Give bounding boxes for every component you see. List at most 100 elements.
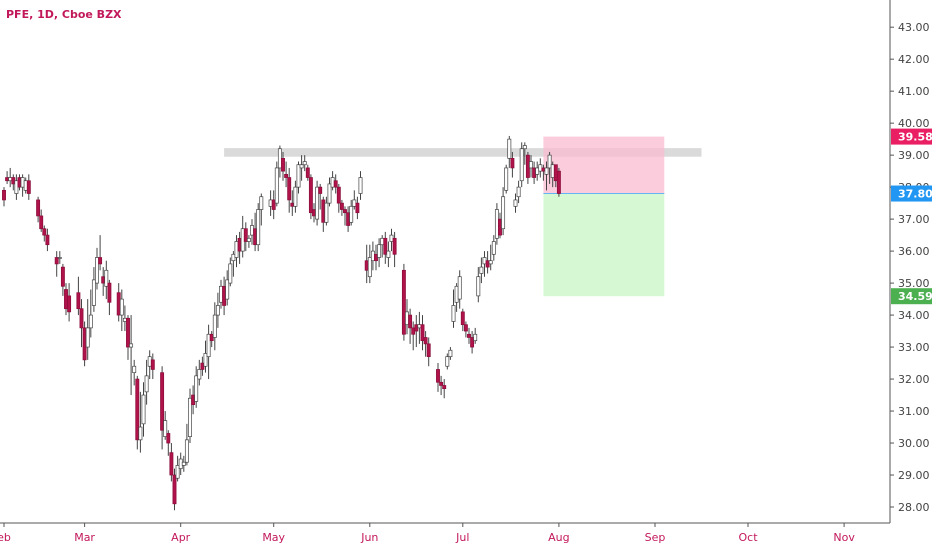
- candle: [556, 167, 561, 197]
- candle: [17, 174, 22, 191]
- candle-body: [237, 237, 242, 252]
- candle-body: [175, 465, 180, 479]
- candle: [370, 241, 375, 271]
- candle: [507, 135, 512, 168]
- candle: [268, 190, 273, 216]
- candle: [212, 302, 217, 351]
- candle-body: [166, 433, 171, 444]
- candle-body: [352, 199, 357, 207]
- candle: [547, 151, 552, 184]
- resistance-zone: [224, 148, 702, 157]
- price-marker-label: 39.58: [898, 131, 932, 144]
- candle: [445, 353, 450, 370]
- candle-body: [308, 177, 313, 214]
- candle-body: [315, 186, 320, 220]
- candle: [299, 155, 304, 181]
- candle-body: [76, 292, 81, 310]
- candle-body: [293, 186, 298, 207]
- candle: [467, 327, 471, 344]
- candle-body: [355, 202, 360, 214]
- candle-body: [339, 202, 344, 210]
- candle-body: [91, 279, 96, 306]
- candle: [54, 251, 59, 277]
- candle: [327, 177, 332, 207]
- candle-body: [250, 225, 254, 236]
- candle-body: [392, 237, 397, 255]
- candle: [237, 231, 242, 264]
- candle: [532, 161, 537, 184]
- candle: [522, 142, 527, 165]
- candle-body: [163, 420, 168, 437]
- price-marker: [891, 185, 932, 202]
- candle: [498, 212, 502, 239]
- candle-body: [23, 180, 28, 191]
- candle: [454, 283, 459, 312]
- candle-body: [532, 167, 537, 178]
- candle: [274, 161, 279, 207]
- candle-body: [14, 180, 19, 194]
- candle: [101, 267, 106, 296]
- candle: [82, 321, 87, 367]
- candle: [346, 206, 351, 232]
- candle: [305, 164, 310, 181]
- candle: [510, 151, 515, 178]
- candle-body: [36, 199, 41, 217]
- candle-body: [147, 356, 152, 367]
- candle: [380, 235, 385, 258]
- candle: [315, 180, 320, 226]
- candle: [321, 196, 326, 232]
- candle: [318, 183, 323, 210]
- candle: [284, 161, 289, 188]
- candle-body: [256, 209, 261, 246]
- candle: [339, 199, 344, 216]
- candle-body: [460, 311, 465, 326]
- candle: [178, 452, 183, 476]
- candle: [39, 209, 44, 232]
- candle: [377, 238, 382, 268]
- candle-body: [386, 250, 391, 258]
- price-marker-label: 34.59: [898, 290, 932, 303]
- candle-body: [107, 282, 112, 303]
- candle-body: [414, 324, 419, 332]
- candle: [225, 270, 230, 306]
- candle-body: [274, 167, 279, 204]
- price-tick-label: 40.00: [898, 117, 930, 130]
- candle: [98, 235, 103, 271]
- candle-body: [346, 212, 351, 226]
- candle: [188, 388, 192, 444]
- candle: [442, 379, 447, 399]
- candle-body: [98, 257, 103, 265]
- candle: [544, 161, 549, 191]
- candle: [107, 279, 112, 316]
- candle-body: [119, 298, 124, 316]
- candle: [336, 183, 341, 213]
- candle: [141, 382, 146, 437]
- candle: [463, 321, 468, 338]
- candle: [333, 174, 338, 194]
- candle-body: [349, 205, 354, 223]
- candle: [308, 174, 313, 220]
- candle: [436, 363, 440, 392]
- candle: [209, 331, 214, 348]
- candle: [513, 193, 518, 213]
- candle-body: [504, 167, 509, 191]
- candle: [11, 174, 16, 191]
- candle: [57, 251, 62, 264]
- candle: [119, 289, 124, 332]
- candle-body: [358, 177, 363, 194]
- candle-body: [95, 257, 99, 284]
- candle: [312, 203, 316, 223]
- candle: [448, 347, 453, 360]
- candle: [234, 235, 239, 268]
- candle: [200, 356, 205, 376]
- candle: [222, 276, 227, 316]
- price-tick-label: 33.00: [898, 341, 930, 354]
- candle-body: [426, 343, 431, 358]
- candle: [259, 193, 264, 226]
- candle: [215, 292, 220, 328]
- candle-body: [181, 461, 186, 466]
- candle-body: [448, 349, 453, 358]
- candle-body: [5, 177, 10, 182]
- candle: [364, 244, 369, 284]
